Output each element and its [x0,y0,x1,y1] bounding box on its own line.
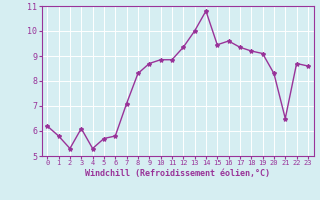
X-axis label: Windchill (Refroidissement éolien,°C): Windchill (Refroidissement éolien,°C) [85,169,270,178]
